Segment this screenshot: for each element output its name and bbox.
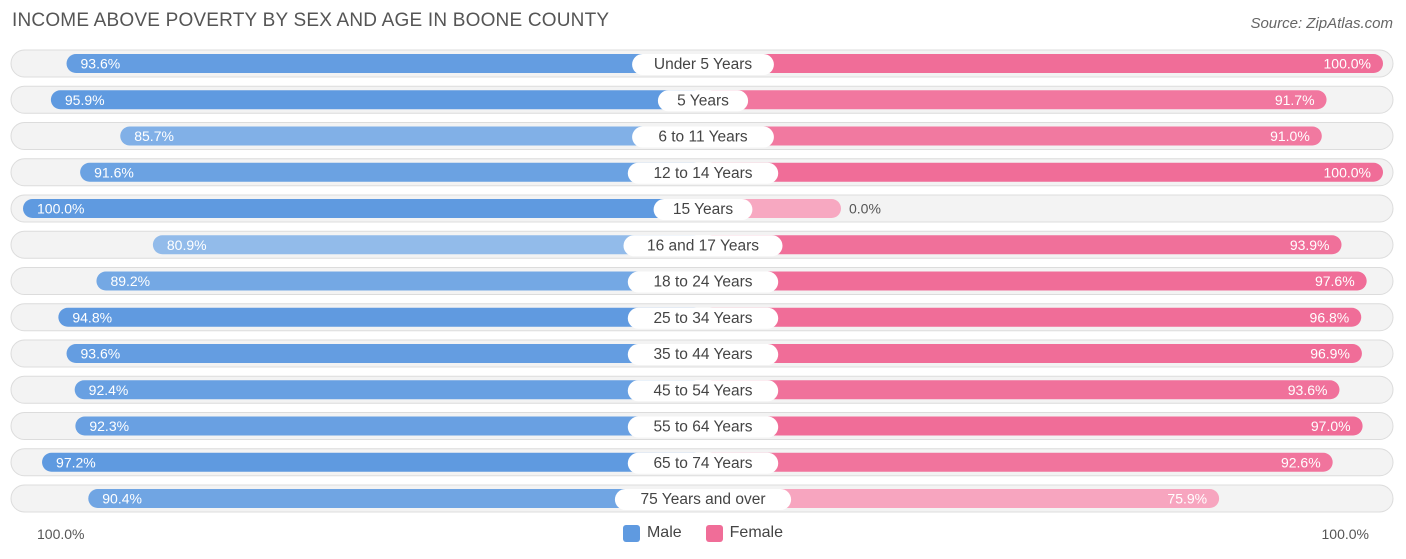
- male-bar: [23, 199, 703, 218]
- legend: Male Female: [0, 524, 1406, 542]
- female-value-label: 97.0%: [1311, 418, 1351, 434]
- female-value-label: 96.8%: [1310, 309, 1350, 325]
- category-label: Under 5 Years: [654, 56, 752, 73]
- male-bar: [80, 162, 704, 182]
- category-pill: [627, 344, 779, 365]
- category-pill: [627, 162, 779, 184]
- category-label: 5 Years: [677, 92, 729, 109]
- category-label: 35 to 44 Years: [653, 346, 752, 363]
- male-value-label: 80.9%: [167, 237, 207, 253]
- axis-right-label: 100.0%: [1321, 526, 1369, 542]
- female-bar: [703, 271, 1367, 291]
- category-pill: [627, 452, 779, 474]
- female-value-label: 100.0%: [1324, 164, 1371, 180]
- male-value-label: 90.4%: [102, 491, 142, 507]
- male-value-label: 97.2%: [56, 454, 96, 470]
- female-bar: [703, 452, 1333, 472]
- male-bar: [66, 344, 703, 363]
- chart-plot: 93.6% 100.0% Under 5 Years 95.9% 91.7% 5 Year…: [10, 49, 1394, 513]
- male-bar: [88, 489, 703, 508]
- legend-swatch-male: [622, 524, 640, 542]
- female-value-label: 92.6%: [1281, 454, 1321, 470]
- female-bar: [703, 54, 1383, 73]
- male-value-label: 95.9%: [65, 92, 105, 108]
- male-value-label: 89.2%: [110, 273, 150, 289]
- chart-source: Source: ZipAtlas.com: [1250, 15, 1393, 32]
- male-bar: [96, 271, 703, 291]
- female-value-label: 75.9%: [1167, 491, 1207, 507]
- male-value-label: 92.4%: [89, 382, 129, 398]
- female-value-label: 96.9%: [1310, 346, 1350, 362]
- category-pill: [627, 416, 779, 438]
- male-bar: [120, 126, 704, 146]
- male-value-label: 85.7%: [134, 128, 174, 144]
- male-bar: [50, 90, 703, 110]
- male-bar: [75, 416, 704, 436]
- male-bar: [152, 235, 703, 255]
- female-bar: [703, 126, 1322, 146]
- male-value-label: 93.6%: [81, 56, 121, 72]
- female-bar: [703, 235, 1342, 255]
- male-value-label: 93.6%: [81, 346, 121, 362]
- male-value-label: 91.6%: [94, 164, 134, 180]
- female-value-label: 0.0%: [849, 201, 881, 217]
- male-bar: [58, 307, 704, 327]
- legend-item-male: Male: [622, 524, 682, 542]
- category-pill: [627, 307, 779, 329]
- category-pill: [614, 489, 792, 510]
- chart-title: INCOME ABOVE POVERTY BY SEX AND AGE IN B…: [12, 10, 610, 31]
- male-bar: [42, 452, 704, 472]
- category-pill: [653, 199, 753, 220]
- category-label: 55 to 64 Years: [653, 419, 752, 436]
- female-bar: [703, 380, 1340, 400]
- legend-label-male: Male: [646, 524, 682, 541]
- female-bar: [703, 307, 1362, 327]
- category-pill: [627, 380, 779, 402]
- legend-label-female: Female: [729, 524, 784, 541]
- category-label: 6 to 11 Years: [658, 129, 748, 146]
- male-value-label: 92.3%: [89, 418, 129, 434]
- legend-item-female: Female: [705, 524, 784, 542]
- female-value-label: 93.6%: [1288, 382, 1328, 398]
- female-value-label: 93.9%: [1290, 237, 1330, 253]
- female-value-label: 91.7%: [1275, 92, 1315, 108]
- category-label: 75 Years and over: [641, 491, 766, 508]
- female-bar: [703, 90, 1327, 110]
- category-pill: [632, 54, 774, 75]
- female-bar: [703, 489, 1220, 508]
- category-label: 65 to 74 Years: [653, 455, 752, 472]
- category-label: 15 Years: [673, 201, 734, 218]
- category-label: 16 and 17 Years: [647, 237, 759, 254]
- female-bar: [703, 416, 1363, 436]
- female-value-label: 97.6%: [1315, 273, 1355, 289]
- category-pill: [623, 235, 783, 257]
- axis-left-label: 100.0%: [37, 526, 85, 542]
- male-bar: [74, 380, 704, 400]
- male-value-label: 94.8%: [72, 309, 112, 325]
- female-bar: [703, 162, 1383, 182]
- female-value-label: 100.0%: [1324, 56, 1371, 72]
- male-value-label: 100.0%: [37, 201, 84, 217]
- category-label: 25 to 34 Years: [653, 310, 752, 327]
- category-pill: [627, 271, 779, 293]
- category-pill: [632, 126, 774, 148]
- category-label: 12 to 14 Years: [653, 165, 752, 182]
- category-label: 18 to 24 Years: [653, 274, 752, 291]
- female-value-label: 91.0%: [1270, 128, 1310, 144]
- category-label: 45 to 54 Years: [653, 382, 752, 399]
- female-bar: [703, 344, 1362, 363]
- male-bar: [66, 54, 703, 73]
- legend-swatch-female: [705, 524, 723, 542]
- category-pill: [657, 90, 749, 112]
